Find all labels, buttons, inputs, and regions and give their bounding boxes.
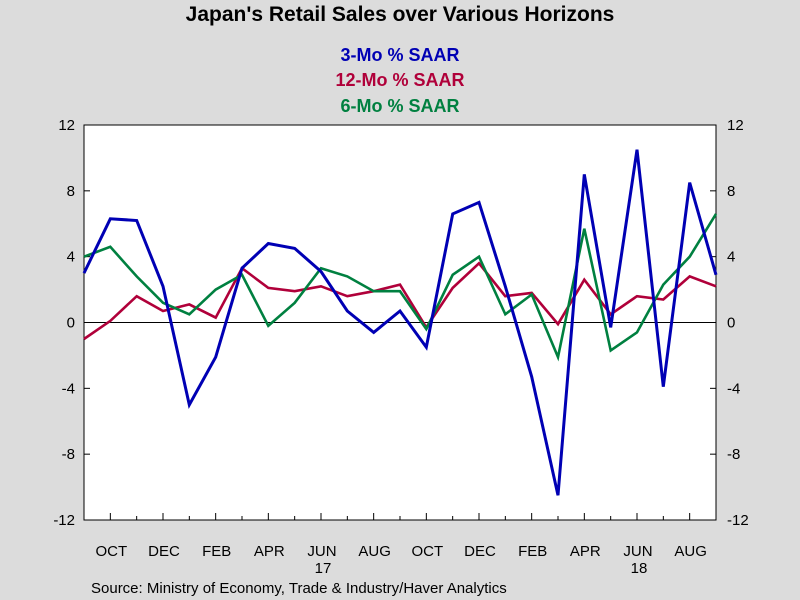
x-tick-label: AUG [674,543,707,560]
y-tick-label-right: 0 [727,315,735,332]
x-tick-label: DEC [464,543,496,560]
series-line-3mo [82,149,718,496]
y-tick-label-right: -12 [727,512,749,529]
legend-6mo: 6-Mo % SAAR [340,96,459,116]
y-tick-label-left: -12 [53,512,75,529]
y-tick-label-right: -8 [727,446,740,463]
legend-12mo: 12-Mo % SAAR [335,70,464,90]
x-tick-label: APR [570,543,601,560]
year-label: 17 [315,560,332,577]
legend-3mo: 3-Mo % SAAR [340,45,459,65]
x-tick-label: FEB [518,543,547,560]
x-tick-label: JUN [307,543,336,560]
y-tick-label-left: 8 [67,183,75,200]
y-tick-label-left: -8 [62,446,75,463]
x-tick-label: APR [254,543,285,560]
x-tick-label: AUG [358,543,391,560]
x-tick-label: OCT [411,543,443,560]
x-tick-label: FEB [202,543,231,560]
year-label: 18 [631,560,648,577]
y-tick-label-left: 4 [67,249,75,266]
y-tick-label-left: -4 [62,380,75,397]
chart-title: Japan's Retail Sales over Various Horizo… [186,3,615,26]
series-line-6mo [83,213,718,362]
y-tick-label-right: 12 [727,117,744,134]
x-tick-label: JUN [623,543,652,560]
source-note: Source: Ministry of Economy, Trade & Ind… [91,580,507,597]
y-tick-label-left: 12 [58,117,75,134]
series-group [82,149,718,496]
x-tick-label: OCT [95,543,127,560]
y-tick-label-left: 0 [67,315,75,332]
y-tick-label-right: 4 [727,249,735,266]
y-tick-label-right: -4 [727,380,740,397]
x-tick-label: DEC [148,543,180,560]
series-line-12mo [83,261,717,341]
y-tick-label-right: 8 [727,183,735,200]
